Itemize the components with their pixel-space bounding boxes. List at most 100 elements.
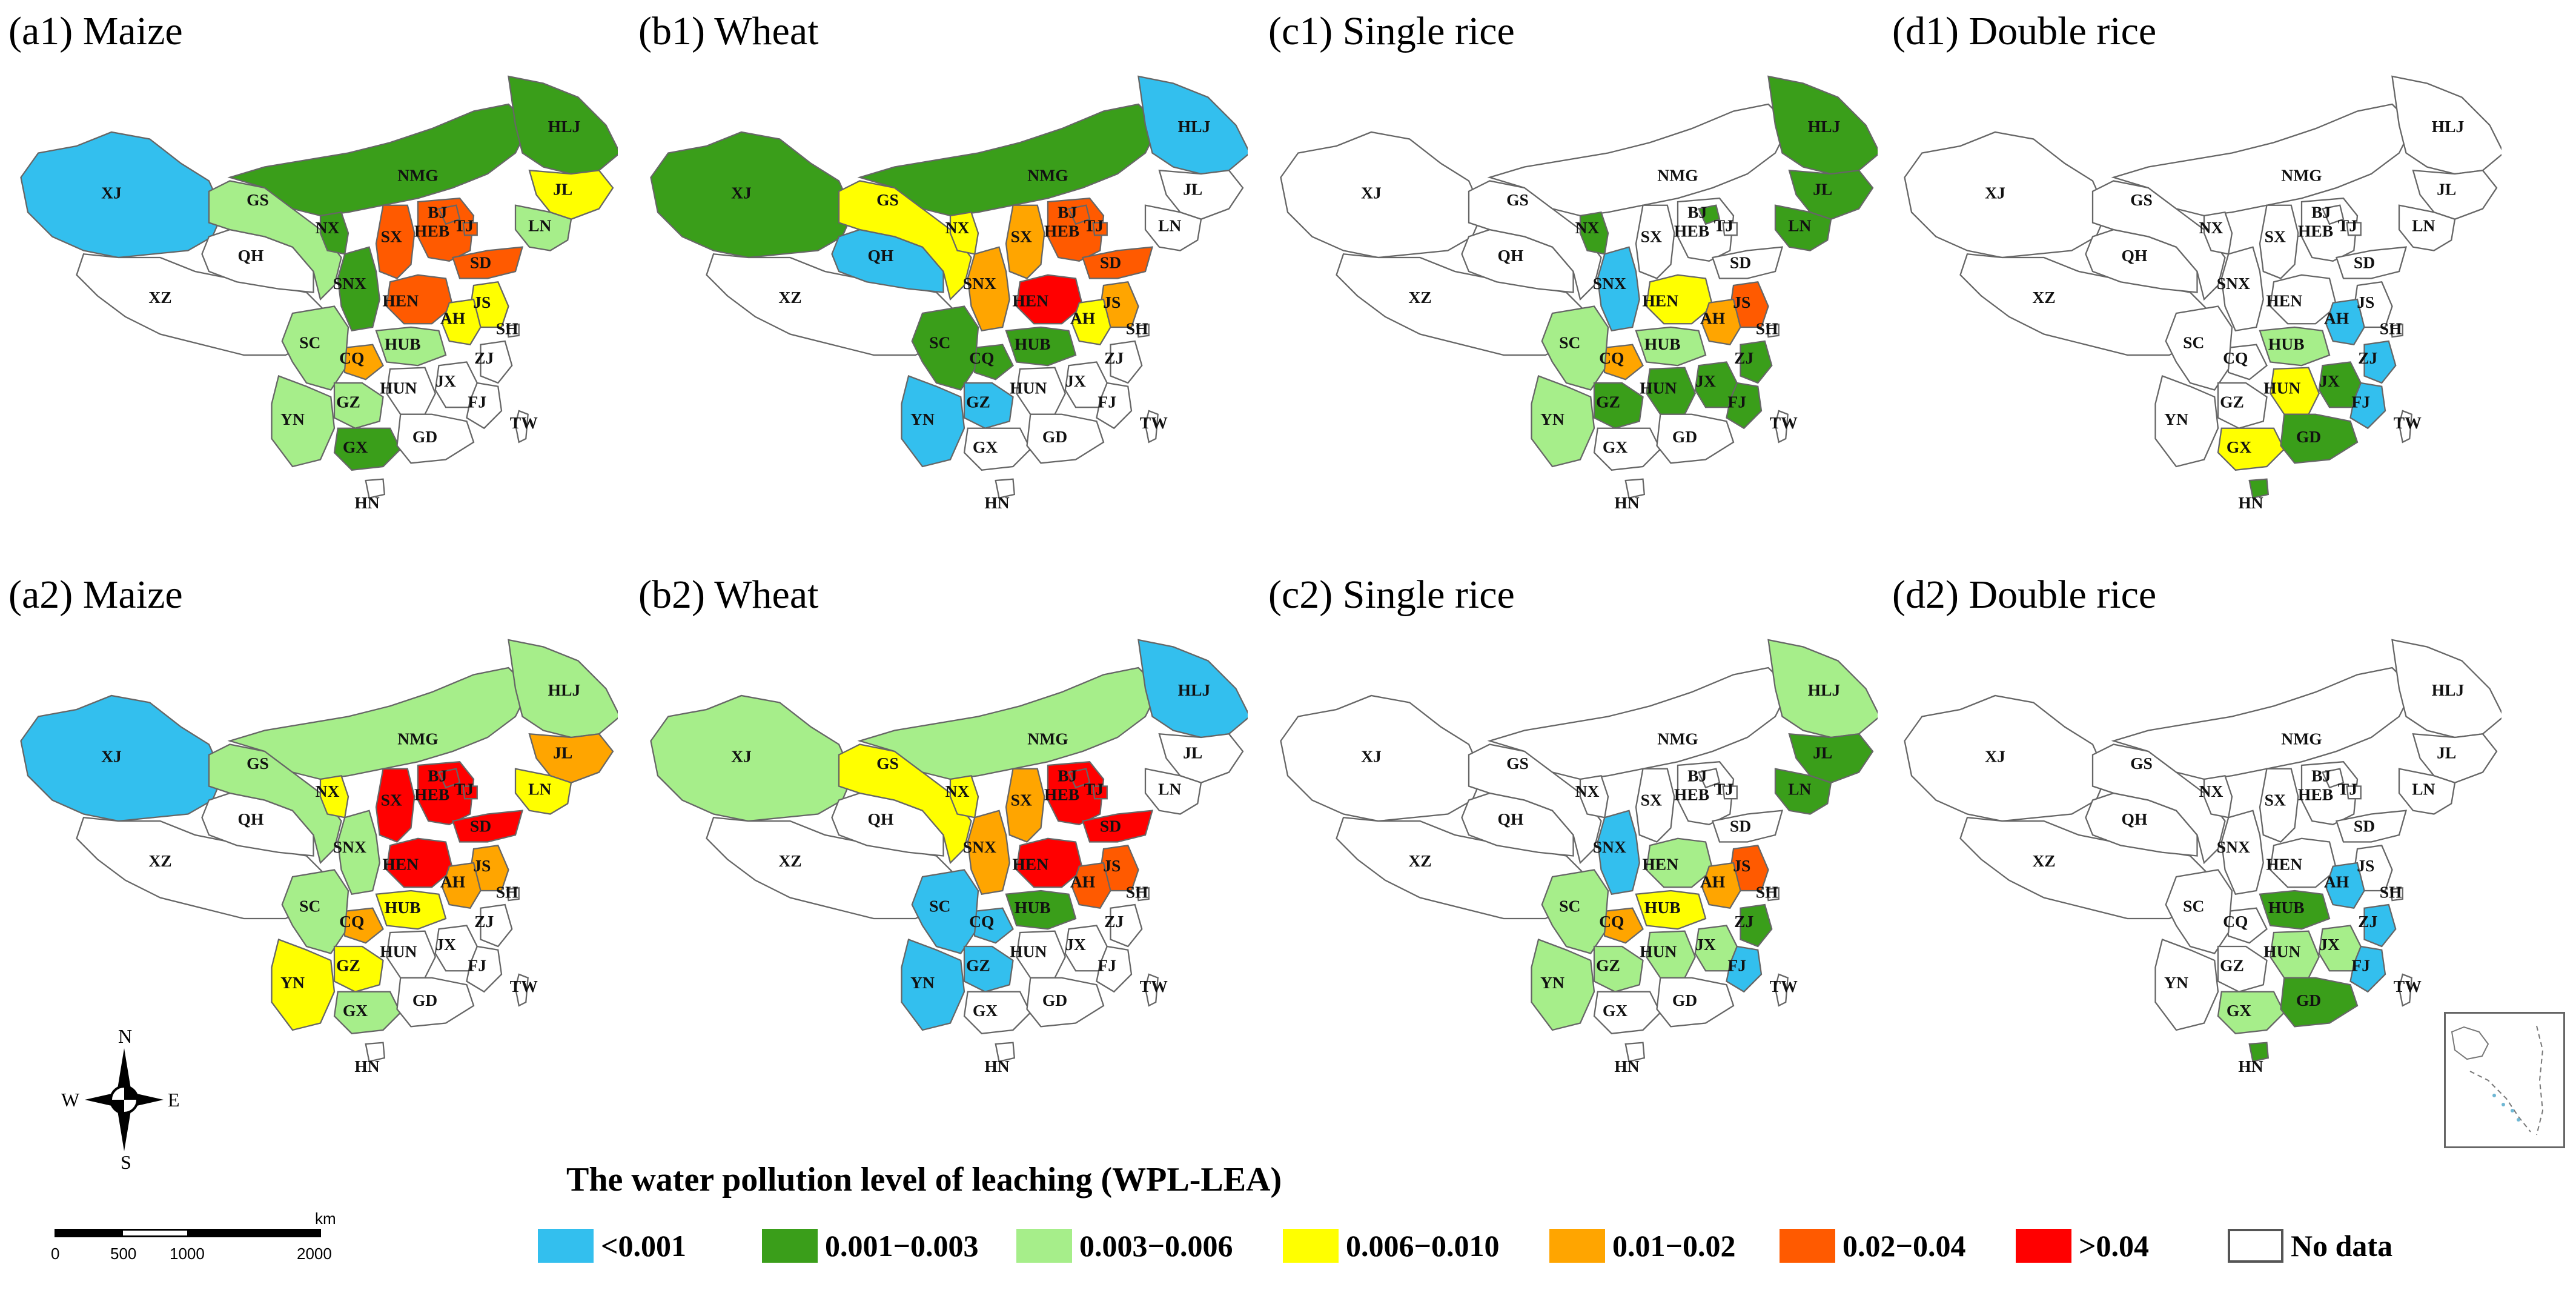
province-ln [1774, 204, 1832, 251]
province-label-fj: FJ [468, 392, 486, 411]
province-label-snx: SNX [2217, 274, 2250, 293]
province-gz [333, 382, 384, 429]
province-label-jx: JX [1065, 935, 1086, 954]
scale-tick-label: 0 [51, 1245, 60, 1263]
province-label-sc: SC [2183, 333, 2204, 352]
province-label-ln: LN [1158, 216, 1181, 234]
province-label-ah: AH [1700, 308, 1725, 327]
province-hn [1624, 478, 1646, 499]
province-label-sc: SC [1559, 333, 1580, 352]
province-tw [1774, 410, 1789, 444]
province-jl [2412, 169, 2498, 220]
province-label-nmg: NMG [1657, 166, 1698, 185]
province-gd [396, 413, 475, 464]
province-label-hn: HN [1614, 493, 1639, 512]
province-label-gx: GX [2227, 1001, 2251, 1020]
province-label-nx: NX [945, 782, 970, 800]
province-label-gz: GZ [1596, 956, 1620, 974]
scale-tick-label: 500 [110, 1245, 137, 1263]
province-bj [437, 204, 461, 225]
province-gd [396, 977, 475, 1028]
province-label-yn: YN [280, 973, 305, 992]
province-label-xj: XJ [1361, 183, 1382, 202]
legend-label: 0.003−0.006 [1079, 1229, 1233, 1263]
province-bj [2321, 768, 2345, 789]
province-label-jl: JL [1813, 743, 1832, 762]
province-label-cq: CQ [1599, 348, 1624, 367]
province-hub [1635, 326, 1707, 367]
province-label-heb: HEB [414, 785, 449, 804]
province-tj [1092, 222, 1108, 236]
province-label-fj: FJ [1098, 392, 1116, 411]
province-label-heb: HEB [1674, 785, 1709, 804]
province-gz [2217, 945, 2268, 992]
province-label-yn: YN [1540, 973, 1564, 992]
province-label-gd: GD [2296, 427, 2321, 446]
province-bj [2321, 204, 2345, 225]
province-gz [333, 945, 384, 992]
province-label-hub: HUB [1015, 898, 1051, 917]
province-label-fj: FJ [468, 956, 486, 974]
province-label-nx: NX [945, 218, 970, 237]
province-label-qh: QH [238, 246, 264, 265]
province-snx [337, 810, 380, 896]
province-xj [20, 131, 224, 259]
province-sh [1766, 324, 1780, 338]
province-label-nmg: NMG [1027, 730, 1068, 748]
province-jl [1158, 169, 1244, 220]
province-label-fj: FJ [1727, 956, 1746, 974]
province-ah [2325, 298, 2365, 346]
legend-swatch [2016, 1229, 2071, 1263]
province-bj [437, 768, 461, 789]
province-label-nx: NX [316, 218, 340, 237]
province-sh [1136, 324, 1150, 338]
province-sc [2165, 869, 2233, 954]
province-label-tw: TW [1770, 413, 1798, 432]
province-ah [1071, 298, 1111, 346]
province-label-snx: SNX [2217, 837, 2250, 856]
province-ln [2398, 204, 2456, 251]
province-label-js: JS [1103, 856, 1121, 875]
province-hub [1635, 889, 1707, 930]
province-snx [1597, 246, 1640, 332]
province-label-sd: SD [2354, 253, 2375, 271]
province-label-hun: HUN [2263, 942, 2300, 960]
province-label-jl: JL [2437, 743, 2456, 762]
province-label-zj: ZJ [2358, 348, 2377, 367]
province-label-gd: GD [2296, 991, 2321, 1009]
province-fj [466, 382, 503, 430]
province-label-bj: BJ [1058, 766, 1077, 785]
province-label-hlj: HLJ [548, 680, 581, 699]
map-panel-b2: XJ XZ QH GS NMG HLJ JL LN NX SNX SX HEB BJ TJ SD HEN JS A… [630, 564, 1248, 1109]
province-label-js: JS [1103, 293, 1121, 311]
province-label-xz: XZ [1408, 851, 1431, 870]
province-label-zj: ZJ [1734, 348, 1753, 367]
province-gx [1593, 991, 1661, 1034]
province-fj [466, 945, 503, 993]
province-label-zj: ZJ [1104, 348, 1124, 367]
province-yn [2154, 938, 2219, 1031]
province-yn [2154, 374, 2219, 468]
province-label-jx: JX [435, 935, 456, 954]
province-hen [1016, 274, 1084, 325]
province-hen [386, 837, 454, 888]
province-label-sx: SX [381, 227, 402, 246]
province-label-js: JS [1733, 293, 1750, 311]
province-label-fj: FJ [1098, 956, 1116, 974]
scale-segment [121, 1229, 189, 1237]
scale-bar: km 0 500 1000 2000 [51, 1209, 339, 1272]
province-label-tj: TJ [454, 779, 474, 798]
province-ah [1701, 862, 1741, 909]
province-sh [506, 887, 520, 902]
province-label-gz: GZ [966, 956, 990, 974]
province-label-hen: HEN [1642, 855, 1678, 874]
province-label-hn: HN [2238, 1057, 2263, 1076]
province-bj [1067, 768, 1091, 789]
province-label-bj: BJ [2311, 202, 2331, 221]
province-sx [2259, 204, 2299, 279]
province-label-gx: GX [343, 1001, 368, 1020]
province-zj [1740, 340, 1773, 384]
province-hn [2248, 478, 2270, 499]
province-sc [1541, 305, 1609, 391]
